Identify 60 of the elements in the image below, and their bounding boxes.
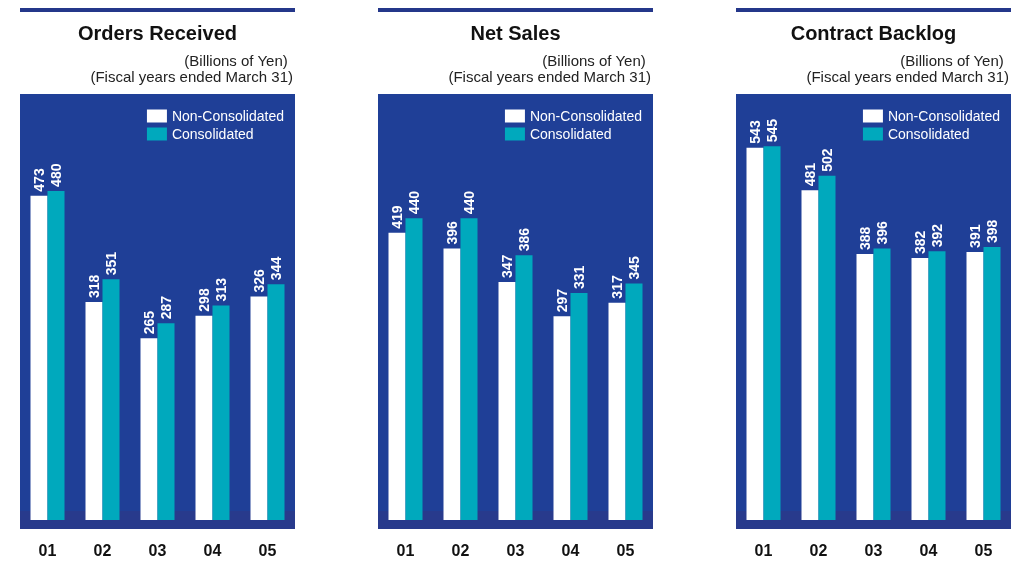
data-label: 318 [86,274,102,298]
data-label: 392 [929,223,945,248]
x-tick-label: 05 [974,541,993,559]
x-tick-label: 02 [809,541,828,559]
chart-subtitle: (Billions of Yen) [900,52,1004,69]
x-tick-label: 02 [451,541,470,559]
x-tick-label: 03 [864,541,883,559]
data-label: 298 [196,288,212,312]
data-label: 440 [406,190,422,215]
legend-label: Consolidated [171,126,254,142]
data-label: 440 [461,190,477,215]
data-label: 317 [609,275,625,299]
data-label: 386 [516,227,532,252]
chart-title: Orders Received [78,22,237,44]
data-label: 419 [389,205,405,229]
data-label: 287 [158,295,174,320]
data-label: 345 [626,255,642,280]
data-label: 391 [967,224,983,248]
legend-label: Non-Consolidated [887,108,1001,124]
data-label: 344 [268,256,284,281]
data-label: 347 [499,254,515,279]
legend-label: Consolidated [887,126,970,142]
data-label: 543 [747,120,763,144]
chart-subtitle: (Billions of Yen) [542,52,646,69]
data-label: 502 [819,148,835,172]
data-label: 351 [103,251,119,276]
data-label: 481 [802,162,818,187]
x-tick-label: 04 [203,541,222,559]
chart-subtitle: (Billions of Yen) [184,52,288,69]
chart-title: Contract Backlog [790,22,957,44]
text: (Fiscal years ended March 31) [90,68,294,85]
legend-label: Non-Consolidated [171,108,285,124]
x-tick-label: 01 [754,541,773,559]
x-tick-label: 05 [616,541,635,559]
data-label: 480 [48,163,64,187]
data-label: 265 [141,310,157,335]
text: (Fiscal years ended March 31) [806,68,1010,85]
data-label: 545 [764,118,780,143]
data-label: 313 [213,277,229,302]
x-tick-label: 01 [396,541,415,559]
x-tick-label: 04 [561,541,580,559]
x-tick-label: 05 [258,541,277,559]
x-tick-label: 02 [93,541,112,559]
data-label: 398 [984,219,1000,244]
data-label: 396 [874,220,890,245]
data-label: 297 [554,288,570,313]
data-label: 326 [251,268,267,293]
x-tick-label: 04 [919,541,938,559]
data-label: 396 [444,220,460,245]
data-label: 473 [31,168,47,192]
text: (Fiscal years ended March 31) [448,68,652,85]
chart-title: Net Sales [470,22,561,44]
data-label: 331 [571,265,587,290]
x-tick-label: 03 [148,541,167,559]
legend-label: Consolidated [529,126,612,142]
data-label: 388 [857,226,873,250]
legend-label: Non-Consolidated [529,108,643,124]
x-tick-label: 01 [38,541,57,559]
data-label: 382 [912,230,928,255]
x-tick-label: 03 [506,541,525,559]
